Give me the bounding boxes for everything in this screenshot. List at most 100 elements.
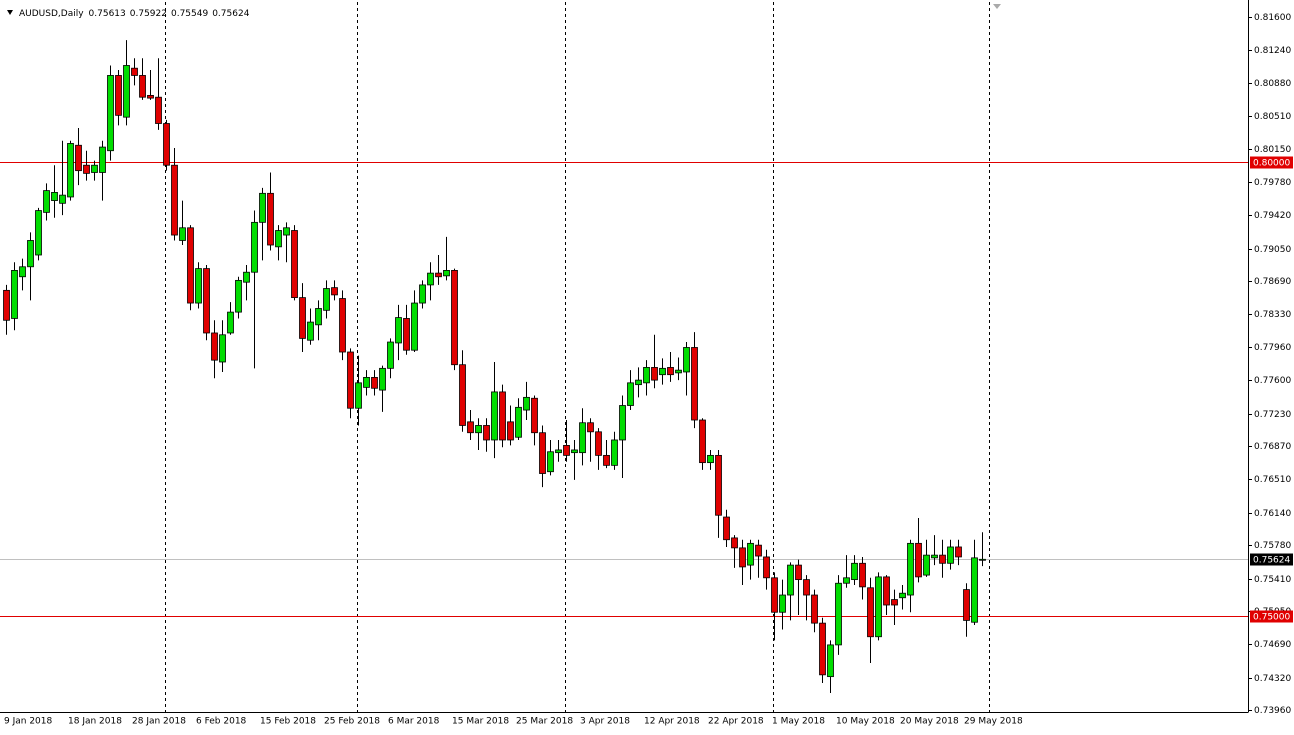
candle-body-up	[419, 284, 426, 304]
y-tick-label: 0.75410	[1254, 575, 1291, 585]
chart-header: AUDUSD,Daily 0.75613 0.75922 0.75549 0.75624	[19, 9, 250, 19]
candle-body-up	[275, 230, 282, 248]
candle-body-up	[91, 164, 98, 173]
candle-body-down	[467, 421, 474, 434]
candle-body-down	[531, 397, 538, 434]
candle-body-down	[115, 75, 122, 116]
candle-body-up	[827, 644, 834, 678]
candle-body-up	[555, 449, 562, 454]
x-tick-label: 15 Mar 2018	[452, 717, 509, 727]
candle-body-up	[835, 582, 842, 646]
x-tick-label: 9 Jan 2018	[4, 717, 52, 727]
candle-body-down	[435, 272, 442, 278]
candle-body-down	[75, 144, 82, 172]
candle-body-down	[723, 516, 730, 541]
candle-body-up	[643, 367, 650, 384]
candle-body-up	[235, 279, 242, 313]
candle-body-down	[651, 367, 658, 381]
x-tick-label: 25 Mar 2018	[516, 717, 573, 727]
candle-body-down	[155, 96, 162, 124]
x-tick-label: 12 Apr 2018	[644, 717, 700, 727]
candle-body-down	[763, 556, 770, 579]
level-label-box	[1250, 156, 1293, 169]
candle-body-up	[627, 382, 634, 406]
y-tick-label: 0.74320	[1254, 674, 1291, 684]
candle-body-down	[795, 564, 802, 581]
y-tick-label: 0.80880	[1254, 79, 1291, 89]
candle-body-up	[59, 194, 66, 204]
x-tick-label: 1 May 2018	[772, 717, 825, 727]
candle-body-down	[347, 351, 354, 409]
y-tick-label: 0.79780	[1254, 178, 1291, 188]
candle-body-up	[395, 317, 402, 344]
candle-body-up	[971, 557, 978, 623]
candle-body-down	[755, 544, 762, 557]
candle-body-down	[131, 67, 138, 76]
x-tick-label: 6 Feb 2018	[196, 717, 247, 727]
y-tick-label: 0.77230	[1254, 410, 1291, 420]
candle-body-up	[579, 422, 586, 454]
candle-body-up	[547, 451, 554, 473]
period-separators	[165, 2, 990, 712]
candle-body-down	[739, 547, 746, 568]
candle-body-down	[211, 332, 218, 361]
candle-body-down	[587, 422, 594, 433]
candle-body-down	[771, 577, 778, 613]
x-tick-label: 3 Apr 2018	[580, 717, 630, 727]
close: 0.75624	[212, 9, 249, 19]
candle-body-down	[715, 454, 722, 516]
candle-body-up	[19, 266, 26, 278]
y-tick-label: 0.76140	[1254, 509, 1291, 519]
candle-body-down	[187, 227, 194, 304]
candle-body-up	[243, 271, 250, 283]
x-tick-label: 18 Jan 2018	[68, 717, 122, 727]
candle-body-down	[451, 270, 458, 366]
y-tick-label: 0.75780	[1254, 541, 1291, 551]
candle-body-down	[563, 445, 570, 456]
candle-body-down	[403, 318, 410, 351]
candle-body-up	[99, 146, 106, 173]
candle-body-down	[163, 123, 170, 166]
candle-body-down	[459, 364, 466, 426]
candle-body-up	[219, 334, 226, 363]
y-tick-label: 0.79420	[1254, 211, 1291, 221]
current-price-box	[1250, 553, 1293, 566]
candle-body-up	[11, 270, 18, 319]
candle-body-down	[483, 425, 490, 441]
candle-body-down	[291, 230, 298, 299]
y-tick-label: 0.80150	[1254, 145, 1291, 155]
x-tick-label: 22 Apr 2018	[708, 717, 764, 727]
candle-body-down	[603, 454, 610, 466]
candle-body-up	[635, 379, 642, 386]
candle-body-up	[107, 75, 114, 152]
candle-body-up	[515, 406, 522, 438]
candle-body-down	[891, 599, 898, 606]
menu-arrow	[7, 10, 13, 15]
candle-body-up	[283, 227, 290, 236]
candle-body-down	[915, 542, 922, 578]
candle-body-down	[811, 594, 818, 624]
candle-body-up	[491, 391, 498, 441]
candle-body-down	[691, 347, 698, 421]
candle-body-up	[363, 377, 370, 388]
candle-body-down	[859, 562, 866, 588]
candle-body-up	[35, 210, 42, 256]
candle-body-up	[43, 190, 50, 213]
candle-body-up	[123, 65, 130, 118]
candle-body-down	[267, 192, 274, 246]
level-label: 0.80000	[1253, 159, 1290, 169]
y-tick-label: 0.76870	[1254, 442, 1291, 452]
candle-body-up	[675, 369, 682, 374]
level-label: 0.75000	[1253, 613, 1290, 623]
x-tick-label: 28 Jan 2018	[132, 717, 186, 727]
candle-body-down	[331, 287, 338, 296]
candle-body-up	[259, 192, 266, 223]
current-price-label: 0.75624	[1253, 556, 1290, 566]
candle-body-up	[979, 558, 986, 561]
candle-body-up	[923, 554, 930, 576]
y-tick-label: 0.73960	[1254, 706, 1291, 716]
chart-shift-marker	[993, 4, 1001, 9]
candle-body-up	[611, 439, 618, 466]
y-tick-label: 0.76510	[1254, 475, 1291, 485]
